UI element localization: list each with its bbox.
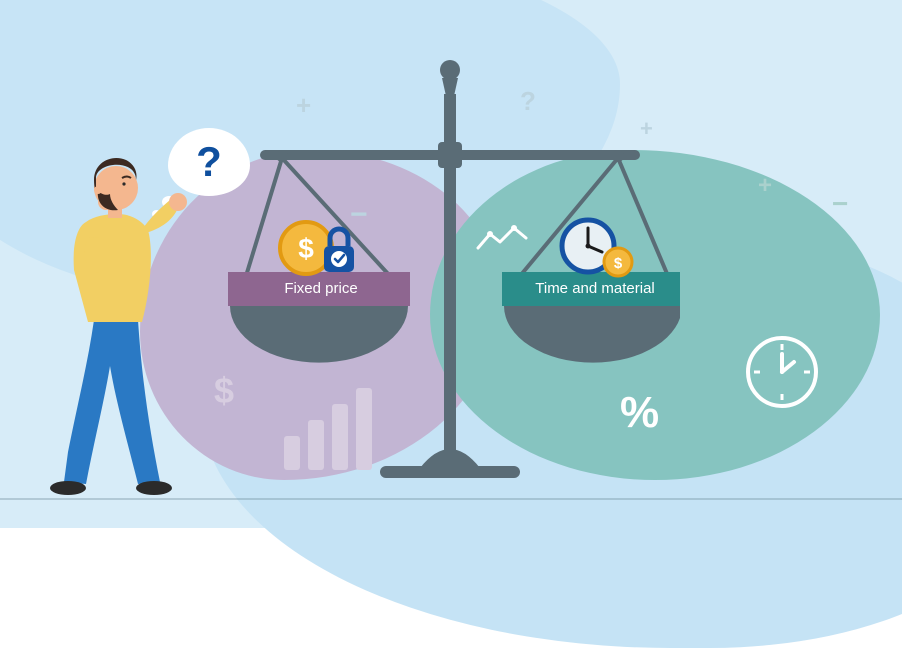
small-coin-icon: $ [604, 248, 632, 276]
person-svg [38, 152, 198, 502]
svg-text:$: $ [614, 255, 623, 272]
question-mark-icon: ? [196, 138, 222, 186]
infographic-canvas: +?+−+−$% [0, 0, 902, 528]
scale-svg: $ $ [220, 50, 680, 480]
left-pan-label: Fixed price [226, 280, 416, 297]
deco-glyph: − [832, 188, 848, 220]
clock-deco-icon [742, 332, 822, 412]
thinking-person [38, 152, 198, 502]
lock-icon [324, 229, 354, 272]
right-pan-label: Time and material [500, 280, 690, 297]
deco-glyph: + [758, 172, 772, 200]
balance-scale: $ $ Fixed price Time and material [220, 50, 680, 480]
svg-text:$: $ [298, 233, 314, 264]
